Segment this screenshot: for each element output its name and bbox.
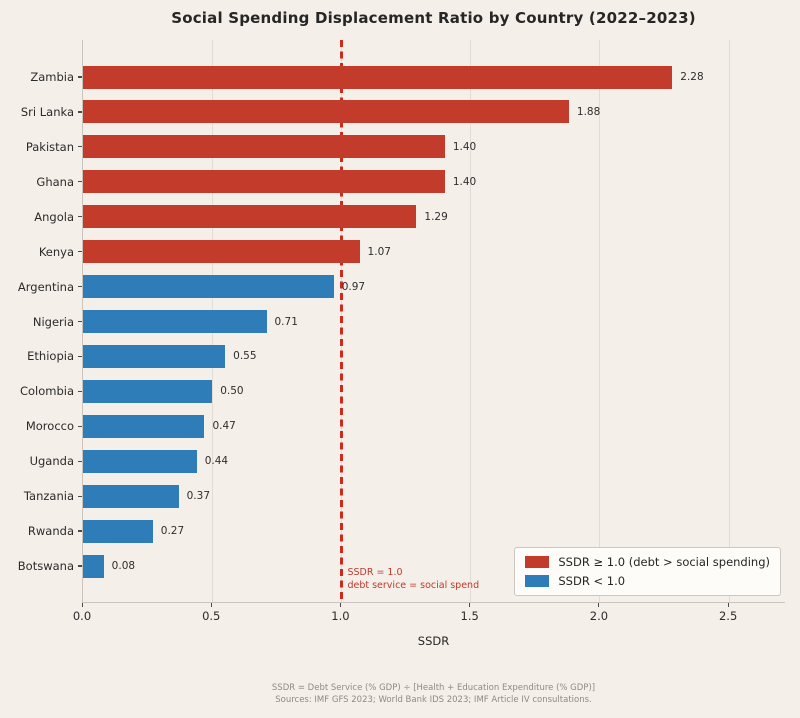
y-tick-mark (78, 390, 82, 392)
footnote-line1: SSDR = Debt Service (% GDP) ÷ [Health + … (271, 683, 596, 693)
bar-value-label: 0.08 (111, 560, 136, 572)
x-tick-label: 1.5 (460, 609, 479, 623)
x-tick-label: 2.0 (589, 609, 609, 623)
bar-value-label: 0.37 (186, 490, 211, 503)
x-tick-mark (469, 603, 471, 607)
refline-annotation-line2: debt service = social spend (347, 579, 480, 591)
bar-colombia (83, 379, 213, 403)
y-tick-label: Argentina (17, 279, 74, 294)
bar-value-label: 1.40 (452, 175, 477, 188)
y-tick-label: Angola (34, 209, 74, 224)
y-tick-label: Nigeria (32, 314, 74, 329)
bar-pakistan (83, 135, 445, 159)
bar-tanzania (83, 484, 179, 508)
y-tick-mark (78, 425, 82, 427)
bar-value-label: 0.50 (220, 385, 244, 398)
x-tick-label: 2.5 (718, 609, 738, 623)
bar-value-label: 1.40 (452, 140, 477, 153)
bar-kenya (83, 240, 360, 264)
y-tick-mark (78, 355, 82, 358)
bar-value-label: 2.28 (680, 71, 704, 83)
bar-zambia (83, 65, 673, 89)
y-tick-label: Pakistan (25, 139, 74, 154)
y-tick-mark (78, 111, 82, 113)
x-tick-label: 1.0 (331, 609, 350, 623)
gridline (728, 40, 730, 602)
y-tick-label: Tanzania (23, 489, 74, 504)
bar-value-label: 0.97 (341, 280, 366, 293)
x-tick-mark (598, 603, 600, 607)
y-tick-mark (78, 285, 82, 288)
legend-swatch (525, 575, 550, 587)
bar-value-label: 0.55 (233, 350, 257, 363)
bar-angola (83, 205, 417, 229)
bar-value-label: 1.88 (576, 105, 601, 118)
y-tick-mark (78, 320, 82, 323)
y-tick-label: Morocco (25, 419, 74, 434)
y-tick-mark (78, 146, 82, 148)
x-tick-mark (210, 603, 212, 607)
chart-title: Social Spending Displacement Ratio by Co… (171, 9, 696, 27)
y-tick-mark (78, 495, 82, 497)
legend-label: SSDR ≥ 1.0 (debt > social spending) (558, 555, 770, 569)
x-axis-title: SSDR (417, 634, 450, 648)
bar-botswana (83, 554, 104, 578)
y-tick-label: Colombia (19, 384, 74, 399)
refline-ssdr-1 (340, 40, 343, 602)
y-tick-mark (78, 76, 82, 78)
bar-uganda (83, 449, 197, 473)
refline-annotation-line1: SSDR = 1.0 (347, 567, 403, 578)
x-tick-label: 0.5 (202, 609, 221, 623)
bar-value-label: 1.29 (424, 210, 448, 223)
bar-nigeria (83, 310, 267, 333)
x-tick-mark (81, 603, 83, 607)
plot-area: SSDR = 1.0 debt service = social spend S… (82, 40, 785, 603)
legend-swatch (525, 556, 550, 568)
bar-value-label: 0.44 (204, 455, 229, 468)
legend-item: SSDR < 1.0 (525, 574, 770, 588)
bar-ghana (83, 170, 445, 194)
y-tick-label: Uganda (29, 454, 74, 469)
y-tick-label: Rwanda (27, 524, 74, 539)
bar-value-label: 0.47 (212, 420, 236, 433)
x-tick-mark (339, 603, 341, 607)
y-tick-label: Ghana (36, 174, 74, 189)
bar-ethiopia (83, 344, 226, 368)
refline-annotation: SSDR = 1.0 debt service = social spend (347, 567, 479, 592)
bar-morocco (83, 414, 205, 438)
legend: SSDR ≥ 1.0 (debt > social spending) SSDR … (514, 547, 781, 596)
y-tick-label: Zambia (30, 70, 74, 84)
footnote-line2: Sources: IMF GFS 2023; World Bank IDS 20… (275, 694, 592, 705)
gridline (470, 40, 472, 602)
bar-sri-lanka (83, 100, 569, 124)
bar-value-label: 0.27 (160, 525, 185, 538)
y-tick-mark (78, 181, 82, 183)
y-tick-mark (78, 565, 82, 567)
y-tick-mark (78, 530, 82, 532)
y-tick-label: Botswana (17, 559, 74, 573)
bar-value-label: 0.71 (274, 315, 298, 328)
legend-label: SSDR < 1.0 (558, 574, 626, 588)
bar-rwanda (83, 519, 153, 543)
footnote: SSDR = Debt Service (% GDP) ÷ [Health + … (82, 683, 785, 706)
bar-argentina (83, 275, 334, 299)
x-tick-mark (727, 603, 729, 607)
y-tick-mark (78, 251, 82, 253)
legend-item: SSDR ≥ 1.0 (debt > social spending) (525, 555, 770, 569)
y-tick-mark (78, 460, 82, 462)
y-axis-labels: Zambia Sri Lanka Pakistan Ghana Angola Kenya A… (0, 0, 82, 718)
bar-value-label: 1.07 (367, 245, 391, 258)
y-tick-label: Kenya (38, 244, 74, 259)
y-tick-label: Ethiopia (27, 349, 74, 364)
y-tick-mark (78, 216, 82, 218)
gridline (599, 40, 601, 602)
y-tick-label: Sri Lanka (20, 104, 74, 119)
